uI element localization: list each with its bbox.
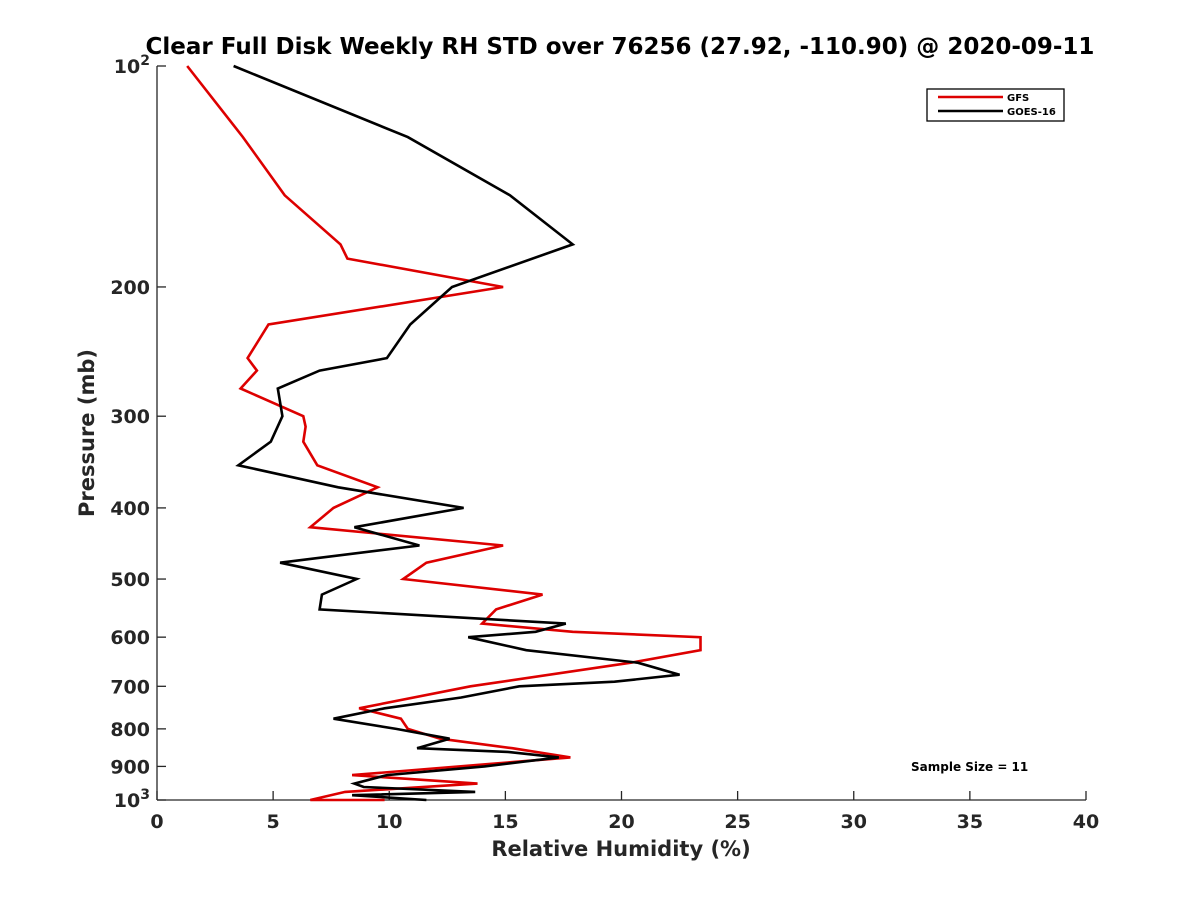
legend-gfs-label: GFS: [1007, 93, 1029, 104]
y-tick-label: 103: [114, 787, 150, 812]
y-tick-label: 800: [110, 719, 150, 741]
gfs-series-line: [186, 65, 702, 802]
x-tick-label: 5: [267, 811, 280, 833]
y-tick-label: 200: [110, 277, 150, 299]
y-tick-label: 300: [110, 406, 150, 428]
x-tick-label: 15: [492, 811, 518, 833]
x-ticks-group: 0 5 10 15 20 25 30 35 40: [150, 791, 1099, 833]
x-tick-label: 25: [724, 811, 750, 833]
x-tick-label: 35: [957, 811, 983, 833]
chart-title: Clear Full Disk Weekly RH STD over 76256…: [146, 34, 1095, 60]
x-axis-label: Relative Humidity (%): [491, 837, 750, 861]
x-tick-label: 30: [841, 811, 867, 833]
y-axis-label: Pressure (mb): [75, 349, 99, 517]
y-tick-label: 700: [110, 676, 150, 698]
y-tick-label: 600: [110, 627, 150, 649]
x-tick-label: 10: [376, 811, 402, 833]
legend-goes16-label: GOES-16: [1007, 107, 1056, 118]
legend: GFS GOES-16: [926, 88, 1065, 122]
x-tick-label: 40: [1073, 811, 1099, 833]
y-tick-label: 900: [110, 756, 150, 778]
y-tick-label: 400: [110, 498, 150, 520]
legend-box: [926, 88, 1065, 122]
plot-area: [186, 64, 702, 802]
x-tick-label: 0: [150, 811, 163, 833]
y-tick-label: 102: [114, 53, 150, 78]
y-tick-label: 500: [110, 569, 150, 591]
goes16-series-line: [233, 64, 680, 802]
sample-size-annotation: Sample Size = 11: [911, 760, 1028, 774]
y-ticks-group: 102 200 300 400 500 600 700 800 900 103: [110, 53, 166, 812]
x-tick-label: 20: [608, 811, 634, 833]
